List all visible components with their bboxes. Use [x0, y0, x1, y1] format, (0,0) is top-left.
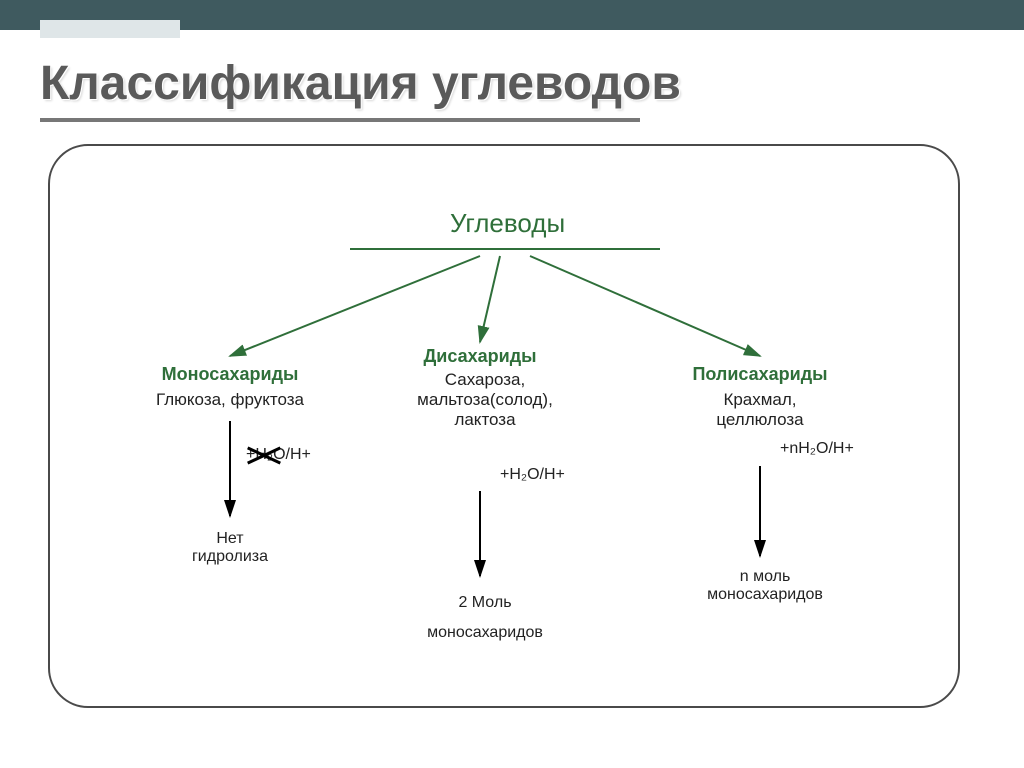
category-di-title: Дисахариды	[410, 346, 550, 367]
root-node: Углеводы	[450, 208, 565, 239]
slide: Классификация углеводов Углеводы Мо	[0, 0, 1024, 768]
slide-title: Классификация углеводов	[40, 56, 681, 111]
category-mono-title: Моносахариды	[150, 364, 310, 385]
cross-out-icon	[246, 439, 282, 469]
category-di-product: 2 Моль моносахаридов	[410, 588, 560, 649]
category-poly-title: Полисахариды	[680, 364, 840, 385]
category-poly-examples: Крахмал, целлюлоза	[680, 390, 840, 430]
diagram-panel: Углеводы Моносахариды Глюкоза, фруктоза	[48, 144, 960, 708]
category-di-examples: Сахароза, мальтоза(солод), лактоза	[395, 370, 575, 430]
title-underline	[40, 118, 640, 122]
category-mono-product: Нет гидролиза	[170, 530, 290, 566]
slide-accent	[40, 20, 180, 38]
category-di-reaction: +H₂O/H+	[500, 466, 565, 484]
category-mono-examples: Глюкоза, фруктоза	[140, 390, 320, 410]
category-poly-product: n моль моносахаридов	[690, 568, 840, 604]
category-poly-reaction: +nH₂O/H+	[780, 440, 854, 458]
root-underline	[350, 248, 660, 250]
